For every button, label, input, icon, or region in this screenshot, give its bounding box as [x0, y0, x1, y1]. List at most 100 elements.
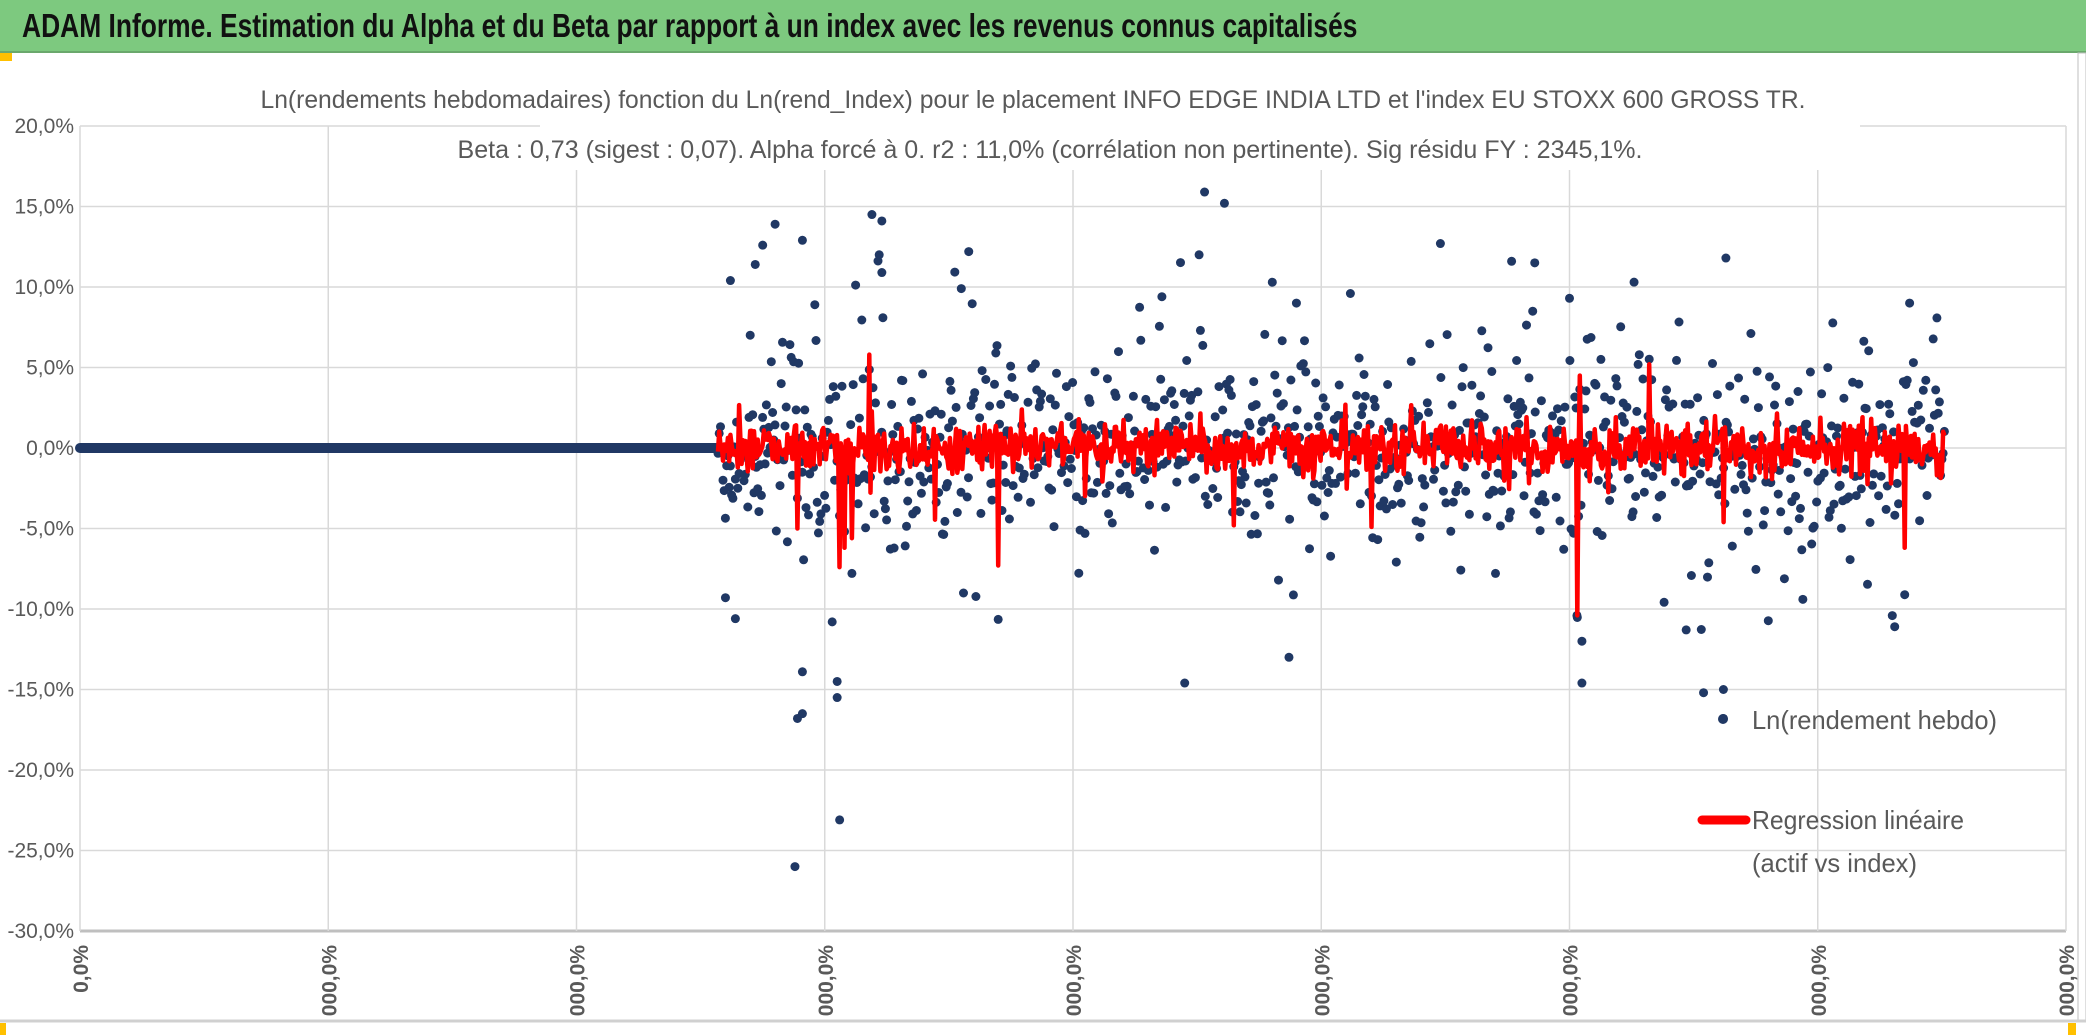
scatter-point [903, 496, 913, 506]
scatter-point [730, 614, 740, 624]
scatter-point [1812, 497, 1822, 507]
x-tick-label: 000,0% [1560, 945, 1583, 1017]
scatter-point [1373, 535, 1383, 545]
scatter-point [1441, 498, 1451, 508]
scatter-point [1674, 317, 1684, 327]
scatter-point [1314, 422, 1324, 431]
scatter-point [720, 593, 730, 603]
scatter-point [1835, 480, 1845, 490]
scatter-point [1477, 326, 1487, 336]
scatter-point [1536, 396, 1546, 406]
scatter-point [1798, 594, 1808, 604]
scatter-point [1734, 373, 1743, 383]
scatter-point [1164, 421, 1174, 431]
scatter-point [1266, 413, 1276, 423]
resize-handle-bottom-left[interactable] [0, 1023, 6, 1035]
scatter-point [1420, 480, 1430, 490]
scatter-point [1435, 239, 1445, 249]
scatter-point [1141, 394, 1151, 404]
scatter-point [1593, 475, 1603, 485]
scatter-point [1336, 472, 1345, 482]
scatter-point [1730, 484, 1740, 494]
scatter-point [1495, 521, 1505, 531]
scatter-point [1742, 508, 1752, 518]
scatter-point [1157, 292, 1167, 302]
scatter-point [1514, 419, 1524, 429]
scatter-point [1184, 411, 1194, 421]
scatter-point [1236, 480, 1246, 490]
scatter-point [1284, 652, 1294, 662]
scatter-point [1758, 520, 1768, 530]
scatter-point [877, 216, 887, 226]
scatter-point [1859, 336, 1869, 346]
scatter-point [766, 357, 776, 367]
scatter-point [1783, 526, 1793, 536]
scatter-point [1805, 367, 1815, 377]
scatter-point [1286, 375, 1296, 385]
scatter-point [1104, 509, 1114, 519]
scatter-point [1350, 468, 1360, 478]
scatter-point [1128, 391, 1138, 401]
scatter-point [1436, 373, 1446, 382]
scatter-point [918, 369, 928, 379]
scatter-point [1833, 423, 1843, 433]
resize-handle-top-left[interactable] [0, 53, 12, 61]
scatter-point [1556, 416, 1566, 426]
scatter-point [975, 413, 985, 423]
scatter-point [770, 219, 780, 229]
scatter-point [1006, 361, 1016, 371]
scatter-point [1249, 377, 1259, 387]
scatter-point [745, 330, 755, 340]
scatter-point [887, 400, 897, 409]
scatter-point [1326, 551, 1336, 561]
y-tick-label: 15,0% [14, 196, 74, 219]
scatter-point [890, 475, 900, 485]
scatter-point [1479, 412, 1489, 422]
scatter-point [1840, 464, 1850, 474]
scatter-point [1004, 514, 1014, 524]
scatter-point [760, 459, 770, 469]
scatter-point [1921, 375, 1931, 385]
scatter-point [1907, 406, 1917, 416]
scatter-point [1727, 541, 1737, 551]
scatter-point [1779, 574, 1789, 584]
scatter-point [1278, 399, 1288, 409]
scatter-point [1345, 289, 1355, 298]
scatter-point [1652, 513, 1662, 522]
scatter-point [1934, 397, 1944, 407]
scatter-point [1905, 298, 1915, 308]
scatter-point [1581, 386, 1591, 396]
scatter-point [1355, 499, 1365, 509]
scatter-point [1092, 477, 1102, 487]
scatter-point [1760, 506, 1770, 516]
scatter-point [911, 506, 921, 515]
scatter-point [797, 667, 807, 677]
scatter-point [1391, 557, 1401, 567]
scatter-point [1172, 477, 1182, 487]
scatter-point [1122, 481, 1132, 491]
scatter-point [1265, 500, 1275, 510]
scatter-point [1080, 528, 1090, 538]
scatter-point [1145, 500, 1154, 510]
scatter-point [832, 676, 842, 686]
scatter-point [967, 299, 977, 309]
scatter-series [713, 187, 1949, 872]
scatter-point [750, 259, 760, 269]
scatter-point [1753, 403, 1763, 413]
scatter-point [1305, 544, 1314, 554]
scatter-point [1102, 374, 1112, 384]
resize-handle-bottom-right[interactable] [2068, 1023, 2076, 1035]
scatter-point [1009, 393, 1019, 402]
scatter-point [951, 402, 961, 412]
scatter-point [1357, 410, 1367, 420]
scatter-point [1290, 421, 1300, 431]
scatter-point [1029, 470, 1039, 480]
legend-regression-label: Regression linéaire [1752, 805, 1964, 835]
scatter-point [1331, 478, 1340, 488]
scatter-point [1555, 516, 1565, 526]
scatter-point [1213, 493, 1223, 502]
x-tick-label: 000,0% [1808, 945, 1831, 1017]
scatter-point [1245, 421, 1255, 431]
scatter-point [1063, 478, 1073, 488]
scatter-point [828, 382, 838, 392]
